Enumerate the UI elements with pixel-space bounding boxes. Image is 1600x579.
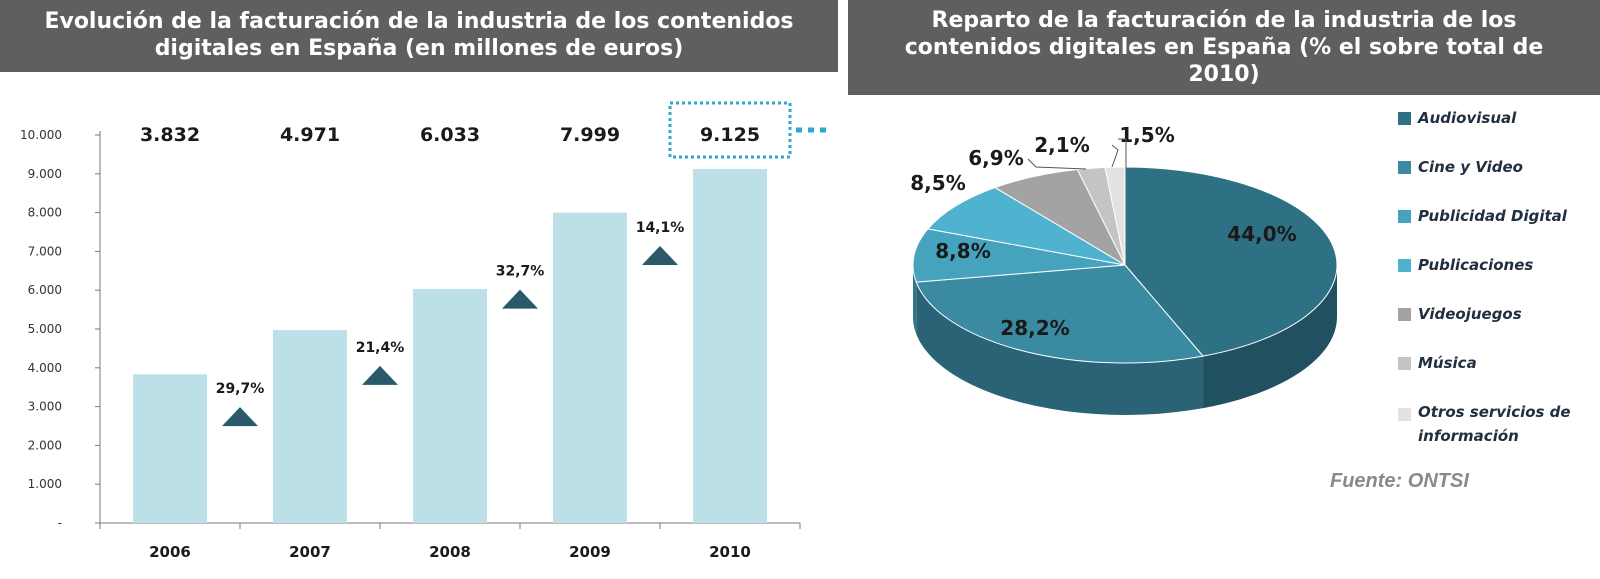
pie-chart-title-line1: Reparto de la facturación de la industri… — [931, 8, 1517, 33]
pie-value-label: 44,0% — [1227, 222, 1296, 246]
value-label: 3.832 — [140, 124, 200, 146]
legend-swatch — [1398, 259, 1411, 272]
y-tick-label: 10.000 — [20, 128, 62, 142]
bar-chart-title-line2: digitales en España (en millones de euro… — [154, 36, 684, 61]
growth-marker — [502, 289, 538, 309]
growth-label: 32,7% — [496, 264, 545, 280]
bar-2008 — [413, 288, 487, 523]
pie-side-2 — [913, 265, 917, 335]
value-label: 9.125 — [700, 124, 760, 146]
y-tick-label: 6.000 — [28, 283, 62, 297]
pie-chart-title: Reparto de la facturación de la industri… — [848, 0, 1600, 95]
bar-2007 — [273, 330, 347, 523]
pie-slice-3 — [926, 187, 1126, 266]
pie-chart: 44,0% 28,2% 8,8% 8,5%6,9% 2,1% 1,5% — [910, 123, 1338, 415]
bar-chart: - 1.000 2.000 3.000 4.000 5.000 6.000 7.000 8.00… — [20, 101, 832, 561]
y-tick-label: 8.000 — [28, 206, 62, 220]
value-label: 4.971 — [280, 124, 340, 146]
pie-value-label: 1,5% — [1119, 123, 1174, 147]
value-label: 6.033 — [420, 124, 480, 146]
bar-chart-title: Evolución de la facturación de la indust… — [0, 0, 838, 72]
leader-line — [1111, 144, 1119, 168]
highlight-box — [668, 101, 792, 159]
pie-value-label: 8,5% — [910, 171, 965, 195]
pie-slice-6 — [1104, 166, 1126, 266]
pie-value-label: 6,9% — [968, 146, 1023, 170]
y-tick-label: 1.000 — [28, 477, 62, 491]
pie-slice-1 — [915, 264, 1204, 364]
growth-label: 14,1% — [636, 220, 685, 236]
legend-label: Videojuegos — [1418, 305, 1522, 323]
bar-2006 — [133, 374, 207, 523]
y-tick-label: 5.000 — [28, 322, 62, 336]
y-tick-label: 2.000 — [28, 438, 62, 452]
x-tick-label: 2008 — [429, 543, 471, 561]
growth-label: 21,4% — [356, 340, 405, 356]
growth-label: 29,7% — [216, 381, 265, 397]
legend-swatch — [1398, 308, 1411, 321]
legend-label: Audiovisual — [1418, 109, 1517, 127]
leader-line — [1118, 138, 1127, 169]
pie-chart-title-line2: contenidos digitales en España (% el sob… — [904, 35, 1544, 60]
pie-value-label: 28,2% — [1000, 316, 1069, 340]
x-tick-label: 2006 — [149, 543, 191, 561]
legend-label: Publicidad Digital — [1418, 207, 1567, 225]
pie-slice-0 — [1124, 166, 1338, 357]
y-tick-label: 9.000 — [28, 167, 62, 181]
source-label: Fuente: ONTSI — [1330, 470, 1469, 492]
pie-side-1 — [916, 282, 1204, 415]
growth-marker — [222, 407, 258, 427]
legend-swatch — [1398, 408, 1411, 421]
legend-swatch — [1398, 112, 1411, 125]
y-tick-label: 4.000 — [28, 361, 62, 375]
legend-label: Publicaciones — [1418, 256, 1534, 274]
legend-label: Otros servicios de información — [1418, 403, 1571, 445]
legend-label: Cine y Video — [1418, 158, 1523, 176]
pie-chart-title-line3: 2010) — [1188, 62, 1260, 87]
legend-swatch — [1398, 161, 1411, 174]
bar-2010 — [693, 168, 767, 523]
legend-label: Música — [1418, 354, 1477, 372]
y-tick-label: 3.000 — [28, 400, 62, 414]
y-tick-label: - — [58, 516, 62, 530]
legend-swatch — [1398, 210, 1411, 223]
pie-value-label: 2,1% — [1034, 133, 1089, 157]
x-tick-label: 2007 — [289, 543, 331, 561]
bar-chart-title-line1: Evolución de la facturación de la indust… — [44, 9, 794, 34]
value-label: 7.999 — [560, 124, 620, 146]
pie-slice-2 — [912, 228, 1126, 283]
pie-value-label: 8,8% — [935, 239, 990, 263]
x-tick-label: 2009 — [569, 543, 611, 561]
legend-swatch — [1398, 357, 1411, 370]
growth-marker — [362, 365, 398, 385]
x-tick-label: 2010 — [709, 543, 751, 561]
y-tick-label: 7.000 — [28, 244, 62, 258]
bar-2009 — [553, 212, 627, 523]
growth-marker — [642, 245, 678, 265]
leader-line — [1027, 158, 1087, 170]
